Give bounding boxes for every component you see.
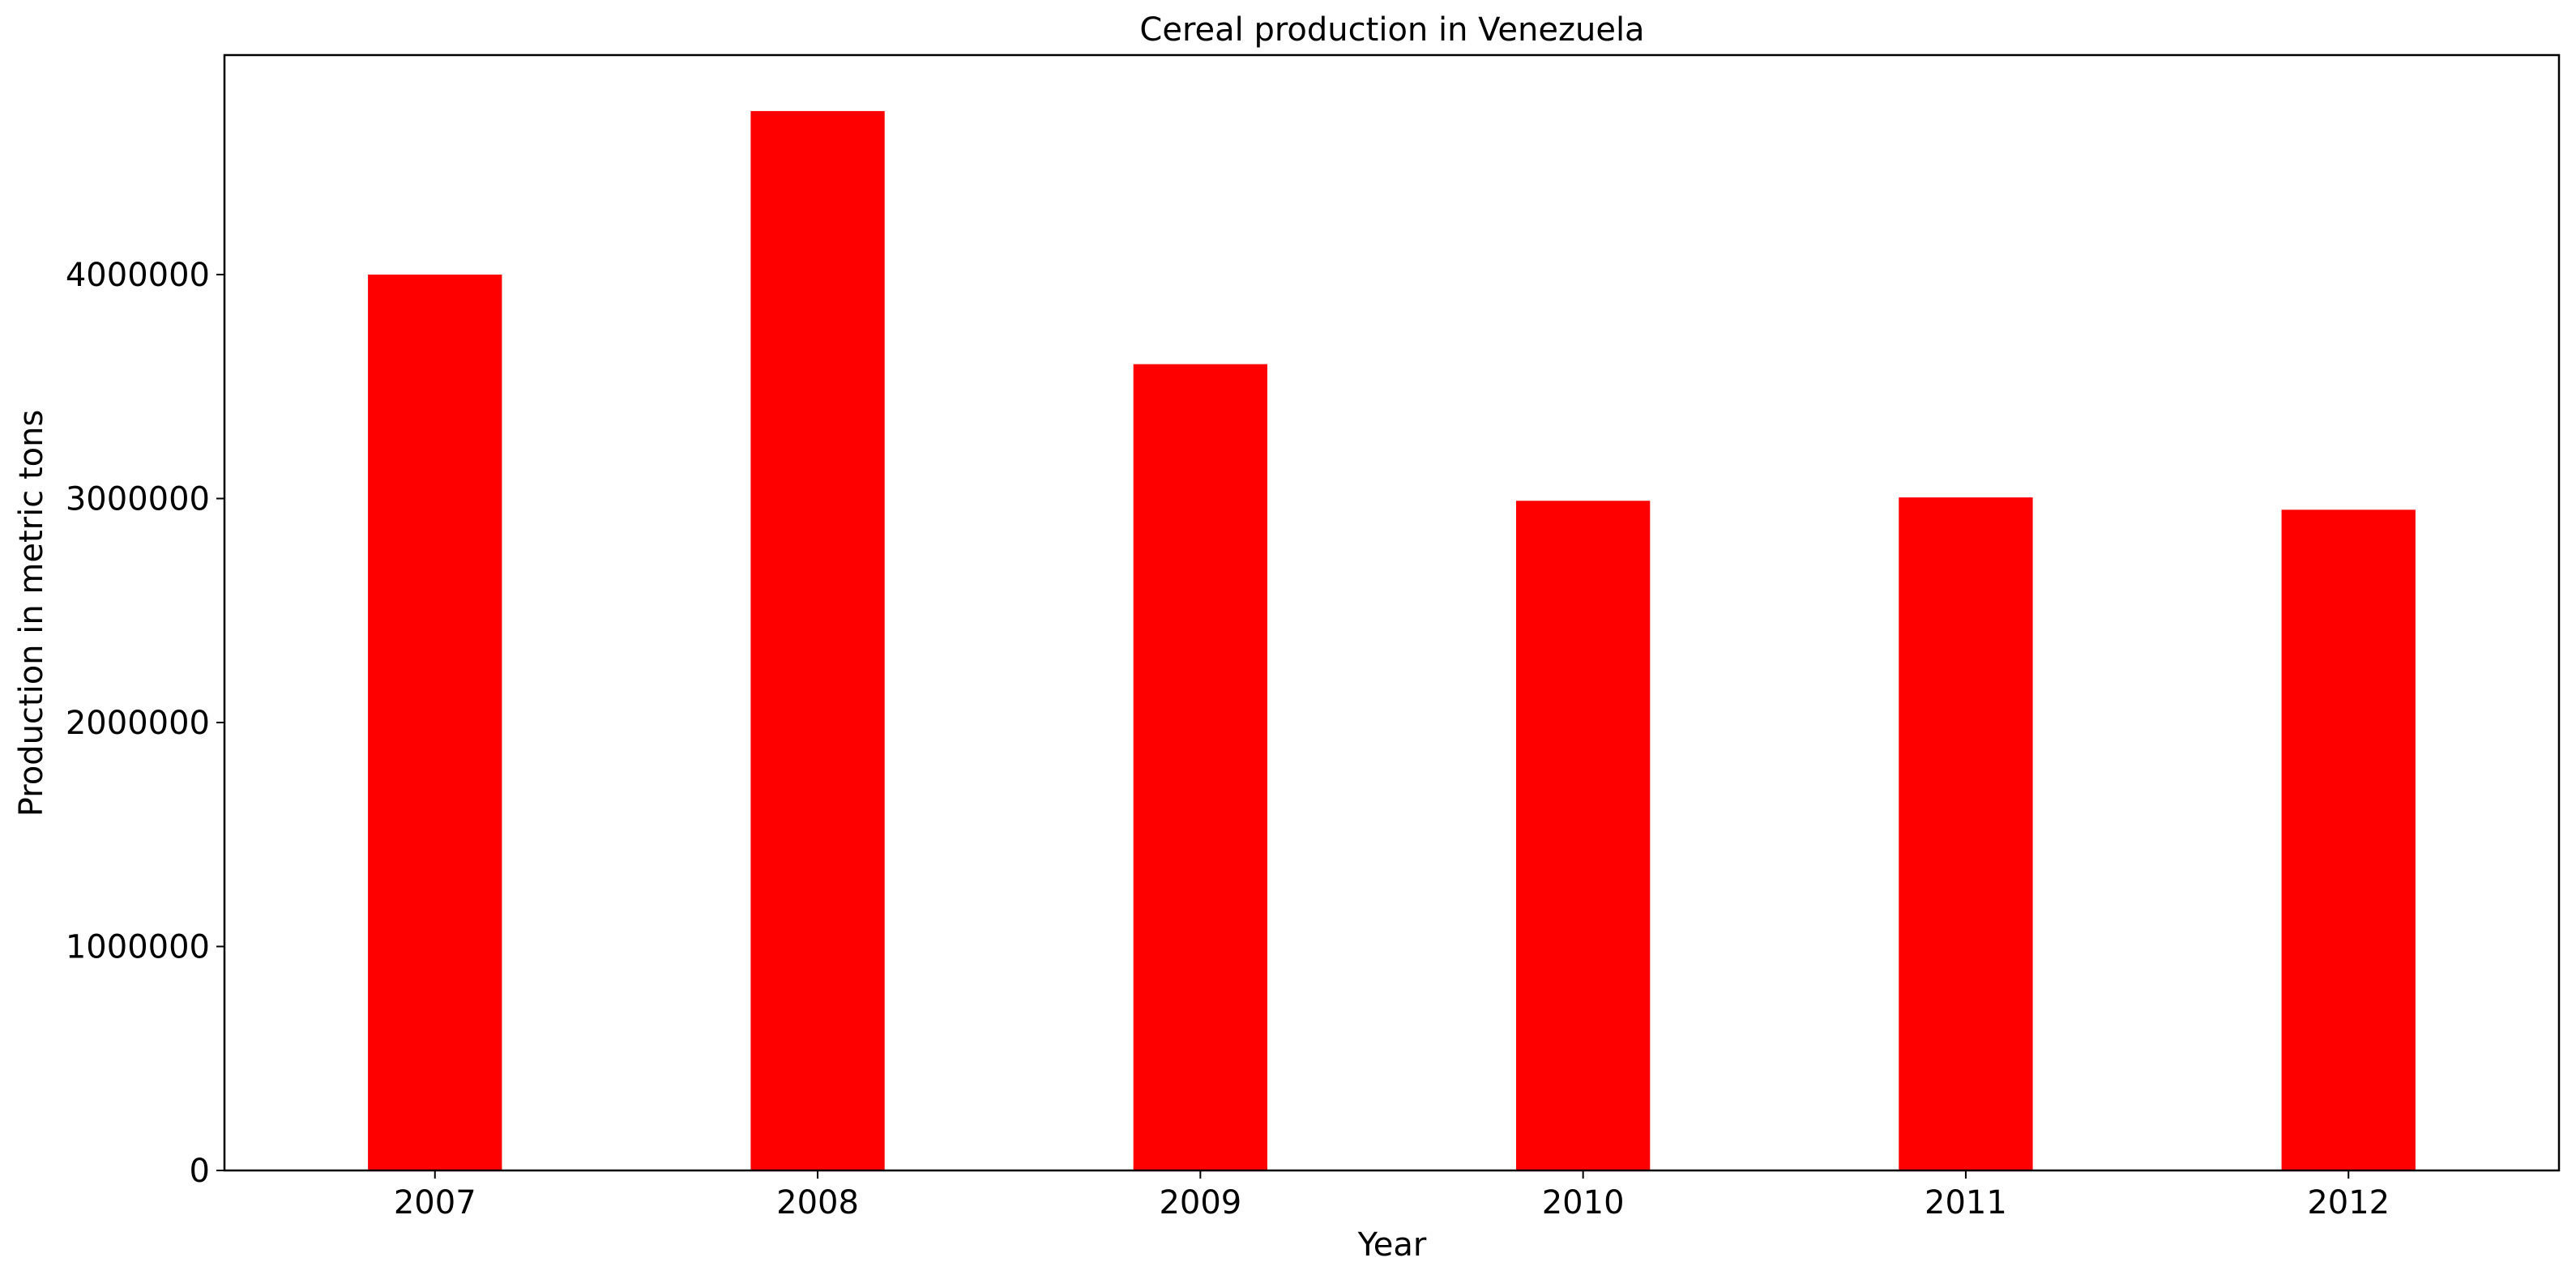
x-ticks-group: 2007 2008 2009 2010 2011 2012 [394, 1170, 2390, 1221]
y-axis-label: Production in metric tons [13, 410, 50, 817]
x-tick-label: 2009 [1159, 1184, 1241, 1221]
x-tick-label: 2008 [776, 1184, 859, 1221]
x-axis-label: Year [1357, 1226, 1427, 1264]
bar-2012 [2281, 509, 2416, 1170]
y-tick-label: 2000000 [66, 705, 210, 742]
x-tick-label: 2010 [1542, 1184, 1625, 1221]
x-tick-label: 2011 [1925, 1184, 2007, 1221]
bar-2011 [1899, 497, 2033, 1170]
y-tick-label: 3000000 [66, 480, 210, 518]
bar-2007 [368, 274, 502, 1171]
y-tick-label: 0 [190, 1153, 210, 1190]
y-ticks-group: 0 1000000 2000000 3000000 4000000 [66, 257, 224, 1190]
bar-2010 [1515, 501, 1651, 1170]
y-tick-label: 1000000 [66, 928, 210, 966]
bar-2008 [750, 111, 885, 1171]
bars-group [368, 111, 2416, 1171]
bar-2009 [1133, 364, 1268, 1170]
x-tick-label: 2012 [2307, 1184, 2390, 1221]
plot-frame [223, 53, 2561, 1172]
y-tick-label: 4000000 [66, 257, 210, 294]
x-tick-label: 2007 [394, 1184, 476, 1221]
chart-title: Cereal production in Venezuela [1139, 11, 1644, 49]
